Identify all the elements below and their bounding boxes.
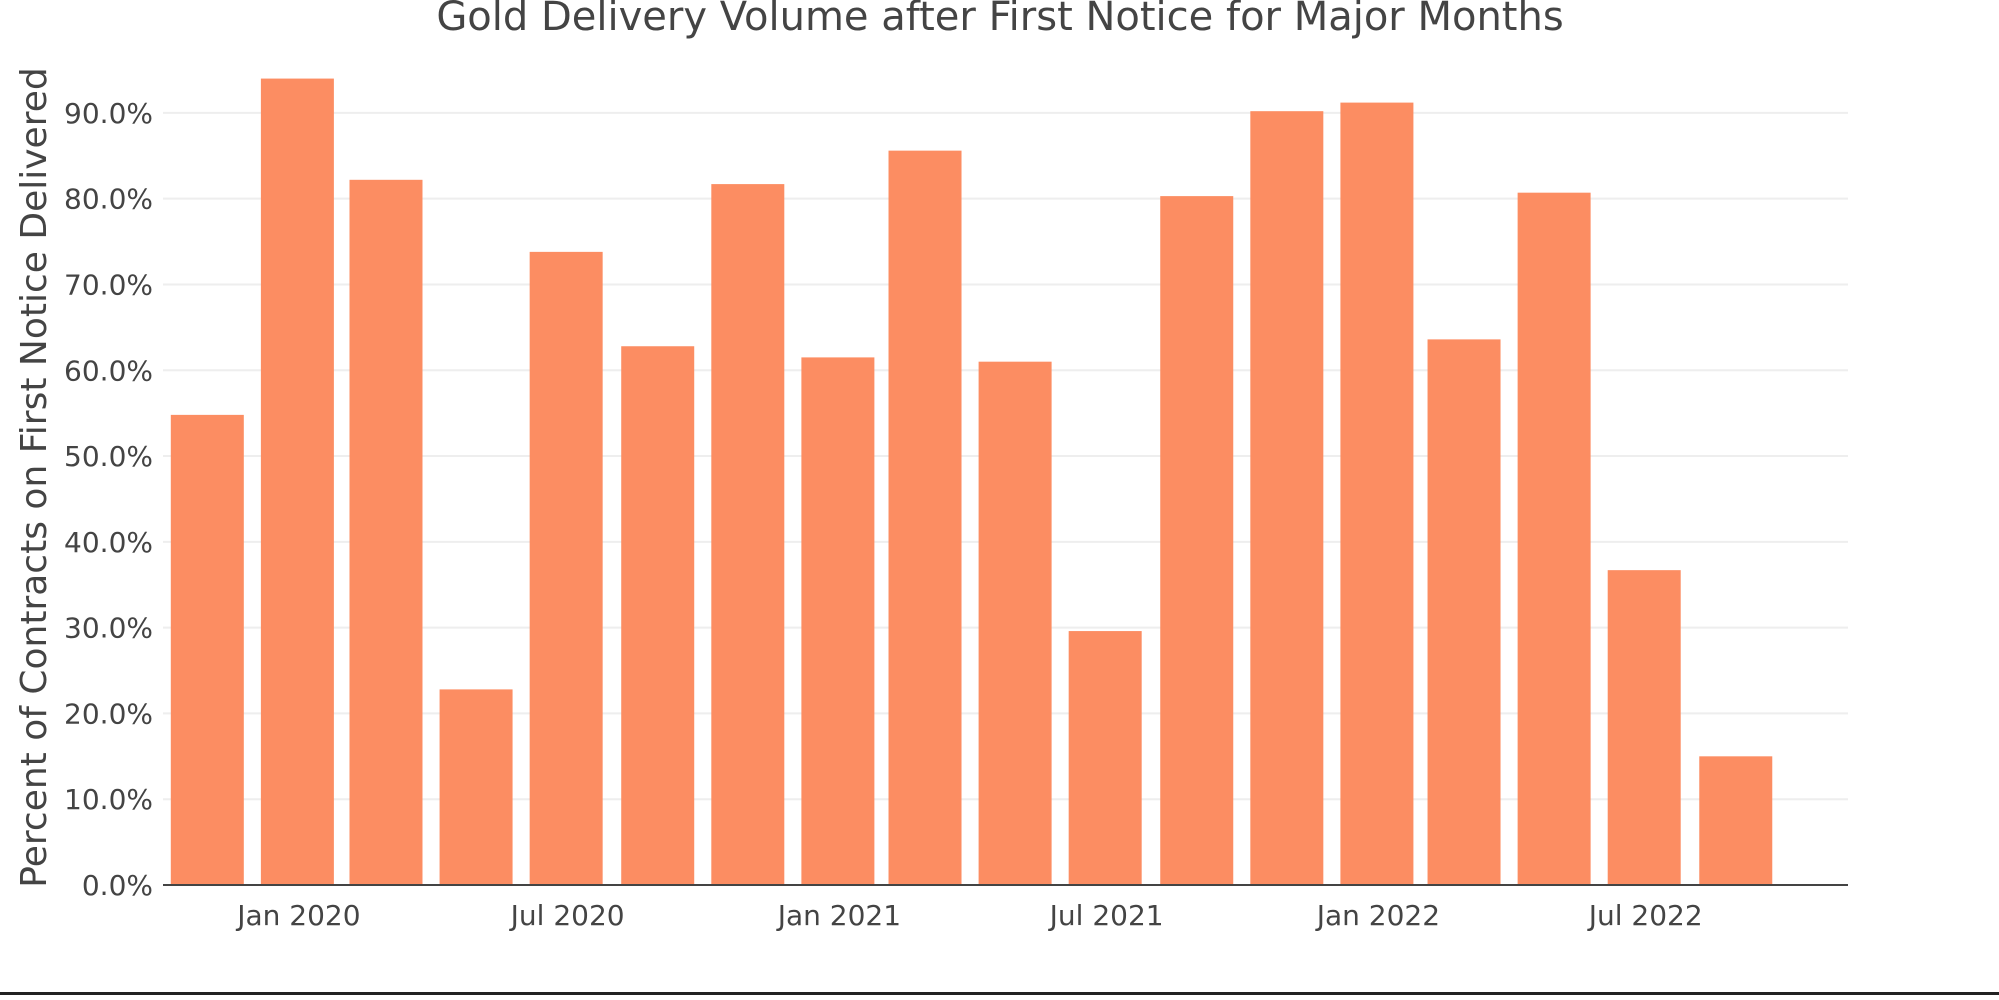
bar — [978, 361, 1052, 885]
bar — [888, 150, 962, 886]
y-tick-label: 20.0% — [64, 697, 153, 730]
bar — [621, 346, 695, 886]
bar — [1699, 756, 1773, 885]
bar — [439, 689, 513, 885]
y-tick-label: 80.0% — [64, 183, 153, 216]
x-axis-ticks: Jan 2020 Jul 2020 Jan 2021 Jul 2021 Jan 2022… — [235, 899, 1702, 932]
y-axis-ticks: 0.0% 10.0% 20.0% 30.0% 40.0% 50.0% 60.0% 70.0% 8… — [64, 97, 153, 902]
y-axis-title: Percent of Contracts on First Notice Del… — [14, 67, 55, 887]
bar — [1607, 570, 1681, 885]
bar — [1427, 339, 1501, 886]
y-tick-label: 60.0% — [64, 354, 153, 387]
bar — [1340, 102, 1414, 886]
y-tick-label: 40.0% — [64, 526, 153, 559]
y-tick-label: 10.0% — [64, 783, 153, 816]
chart-title: Gold Delivery Volume after First Notice … — [436, 0, 1563, 40]
x-tick-label: Jan 2020 — [235, 899, 360, 932]
y-tick-label: 70.0% — [64, 268, 153, 301]
bar — [1517, 192, 1591, 885]
bar — [1250, 111, 1324, 885]
y-tick-label: 90.0% — [64, 97, 153, 130]
bar — [529, 251, 603, 886]
x-tick-label: Jan 2022 — [1315, 899, 1440, 932]
bar — [1068, 631, 1142, 885]
bar — [801, 357, 875, 885]
x-tick-label: Jul 2022 — [1587, 899, 1703, 932]
bar — [711, 184, 785, 886]
bar — [349, 179, 423, 885]
bar — [170, 414, 244, 885]
y-tick-label: 50.0% — [64, 440, 153, 473]
y-tick-label: 30.0% — [64, 612, 153, 645]
x-tick-label: Jul 2020 — [509, 899, 625, 932]
bottom-divider — [0, 992, 1999, 995]
bar — [260, 78, 334, 885]
bar — [1160, 196, 1234, 885]
x-tick-label: Jul 2021 — [1048, 899, 1164, 932]
x-tick-label: Jan 2021 — [776, 899, 901, 932]
bars — [170, 78, 1773, 886]
y-tick-label: 0.0% — [82, 869, 153, 902]
